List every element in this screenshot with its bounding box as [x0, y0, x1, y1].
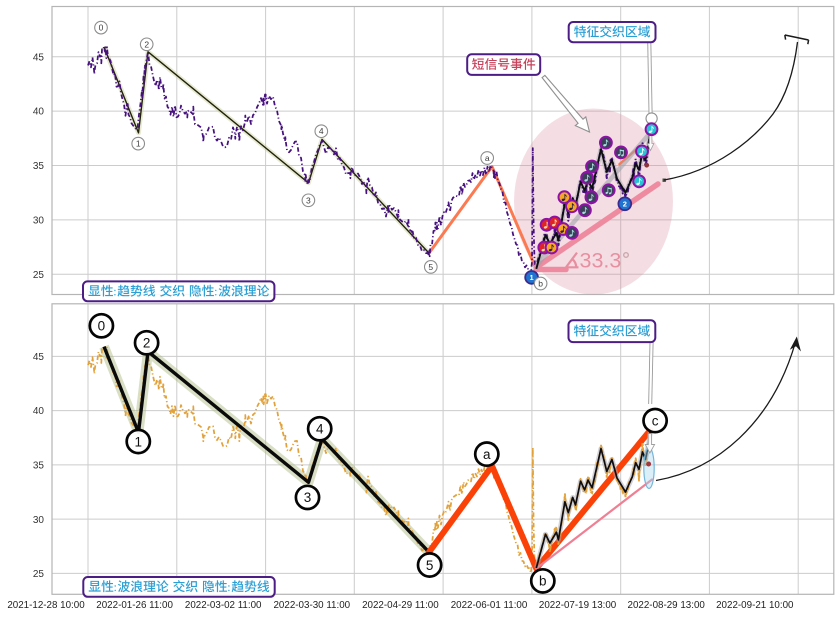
svg-text:25: 25 [33, 270, 45, 281]
svg-text:40: 40 [33, 406, 45, 417]
svg-text:45: 45 [33, 352, 45, 363]
svg-text:2022-03-30 11:00: 2022-03-30 11:00 [273, 600, 350, 611]
svg-text:2: 2 [144, 39, 149, 49]
svg-text:2: 2 [623, 199, 627, 208]
svg-text:5: 5 [428, 262, 433, 272]
svg-text:2022-04-29 11:00: 2022-04-29 11:00 [362, 600, 439, 611]
svg-text:35: 35 [33, 161, 45, 172]
svg-text:45: 45 [33, 52, 45, 63]
svg-text:0: 0 [98, 319, 106, 334]
svg-text:2022-08-29 13:00: 2022-08-29 13:00 [628, 600, 706, 611]
svg-text:2: 2 [143, 336, 151, 351]
svg-text:33.3: 33.3 [580, 249, 622, 273]
svg-text:b: b [539, 574, 547, 589]
svg-text:2022-07-19 13:00: 2022-07-19 13:00 [539, 600, 617, 611]
svg-text:2022-03-02 11:00: 2022-03-02 11:00 [185, 600, 262, 611]
svg-text:0: 0 [99, 23, 104, 33]
svg-text:30: 30 [33, 515, 45, 526]
svg-text:3: 3 [304, 490, 312, 505]
svg-text:2022-09-21 10:00: 2022-09-21 10:00 [716, 600, 794, 611]
svg-text:2022-01-26 11:00: 2022-01-26 11:00 [96, 600, 173, 611]
svg-text:4: 4 [316, 422, 324, 437]
svg-text:b: b [538, 279, 543, 289]
svg-text:a: a [483, 447, 491, 462]
svg-text:3: 3 [306, 195, 311, 205]
svg-text:5: 5 [426, 558, 434, 573]
svg-text:25: 25 [33, 569, 45, 580]
svg-text:2021-12-28 10:00: 2021-12-28 10:00 [7, 600, 85, 611]
svg-text:40: 40 [33, 107, 45, 118]
svg-text:35: 35 [33, 461, 45, 472]
svg-text:2022-06-01 11:00: 2022-06-01 11:00 [451, 600, 528, 611]
svg-text:1: 1 [136, 139, 141, 149]
svg-text:c: c [652, 413, 659, 428]
svg-text:30: 30 [33, 216, 45, 227]
svg-text:1: 1 [135, 434, 143, 449]
svg-text:a: a [485, 153, 490, 163]
svg-text:4: 4 [319, 126, 324, 136]
svg-text:1: 1 [530, 273, 534, 282]
